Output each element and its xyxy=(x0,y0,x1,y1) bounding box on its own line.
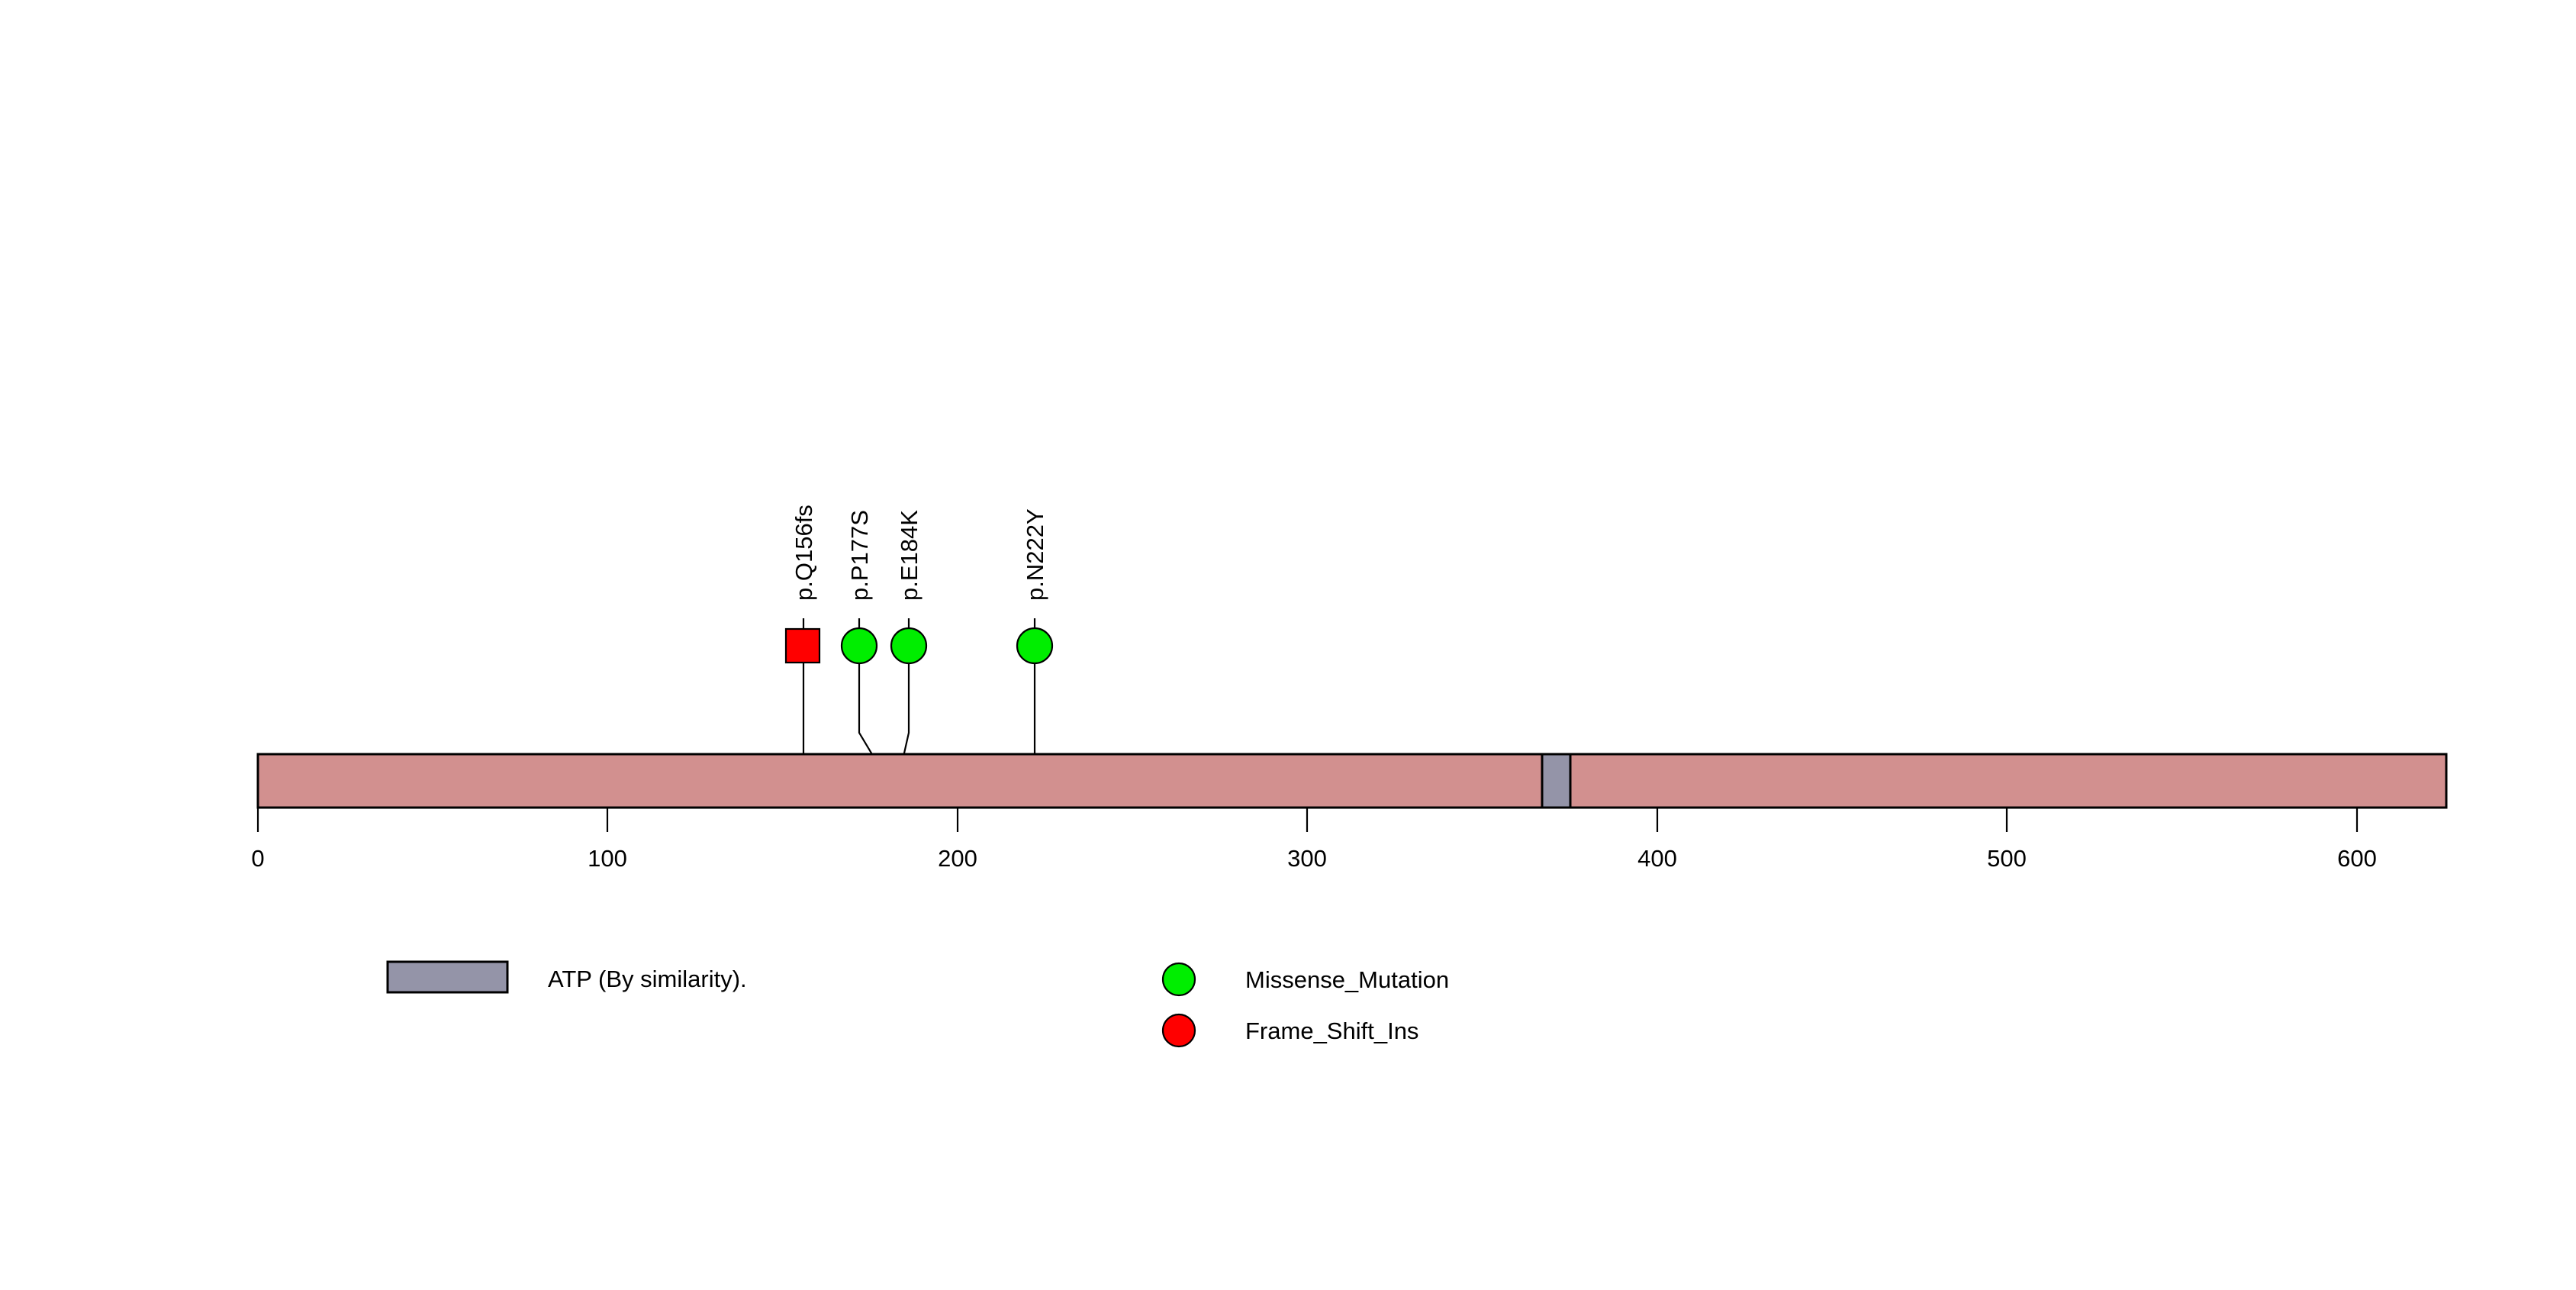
mutation-markers xyxy=(784,627,1054,665)
legend-domains: ATP (By similarity). xyxy=(386,960,747,994)
legend-label-missense-mutation: Missense_Mutation xyxy=(1245,966,1449,993)
legend-mutation-types: Missense_Mutation Frame_Shift_Ins xyxy=(1161,962,1449,1048)
protein-backbone xyxy=(256,753,2448,809)
legend-label-frame-shift-ins: Frame_Shift_Ins xyxy=(1245,1017,1418,1044)
legend-swatch-missense-mutation[interactable] xyxy=(1161,962,1196,997)
legend-label-atp: ATP (By similarity). xyxy=(548,966,747,992)
axis-tick-label-200: 200 xyxy=(938,845,977,872)
mutation-marker-e184k[interactable] xyxy=(890,627,928,665)
axis-tick-label-100: 100 xyxy=(588,845,627,872)
mutation-label-n222y: p.N222Y xyxy=(1022,508,1048,601)
mutation-label-q156fs: p.Q156fs xyxy=(791,505,817,601)
mutation-labels: p.Q156fs p.P177S p.E184K p.N222Y xyxy=(791,505,1048,601)
axis-tick-label-0: 0 xyxy=(251,845,264,872)
x-axis: 0 100 200 300 400 500 600 xyxy=(251,808,2377,872)
mutation-label-e184k: p.E184K xyxy=(896,510,923,601)
mutation-label-p177s: p.P177S xyxy=(846,510,873,601)
protein-bar[interactable] xyxy=(256,753,2448,809)
mutation-marker-p177s[interactable] xyxy=(840,627,878,665)
axis-tick-label-600: 600 xyxy=(2337,845,2377,872)
axis-tick-label-300: 300 xyxy=(1287,845,1327,872)
protein-domain-atp[interactable] xyxy=(1541,753,1572,809)
legend-swatch-frame-shift-ins[interactable] xyxy=(1161,1013,1196,1048)
mutation-marker-q156fs[interactable] xyxy=(784,627,821,664)
legend-swatch-atp[interactable] xyxy=(386,960,509,994)
axis-tick-label-400: 400 xyxy=(1637,845,1677,872)
mutation-marker-n222y[interactable] xyxy=(1016,627,1054,665)
axis-tick-label-500: 500 xyxy=(1987,845,2027,872)
